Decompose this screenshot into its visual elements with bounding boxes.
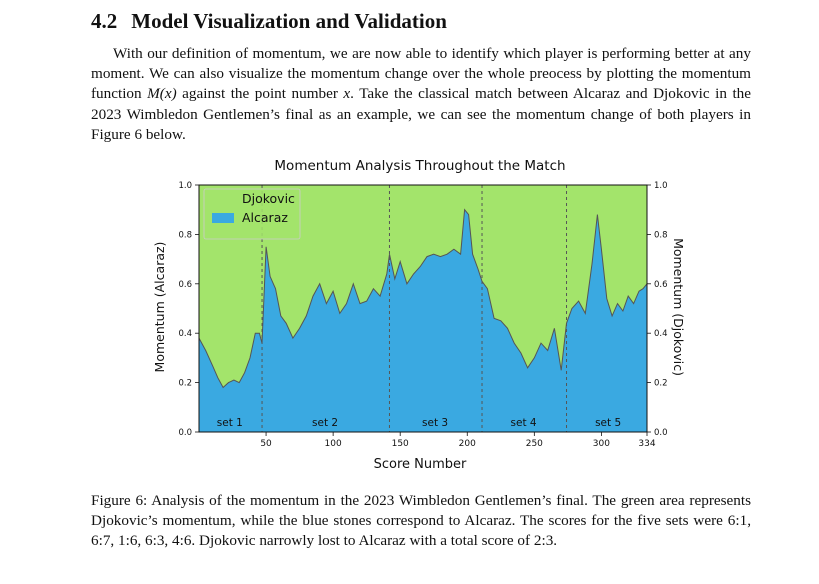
legend-swatch-alcaraz — [212, 213, 234, 223]
momentum-line — [198, 208, 648, 389]
set-label-3: set 3 — [422, 417, 448, 429]
section-heading: 4.2 Model Visualization and Validation — [91, 9, 447, 34]
alcaraz-area — [199, 209, 647, 432]
intro-paragraph: With our definition of momentum, we are … — [91, 44, 751, 145]
legend-label-alcaraz: Alcaraz — [242, 210, 288, 225]
x-tick-label-334: 334 — [638, 439, 655, 449]
y-tick-label-left-5: 1.0 — [178, 181, 192, 191]
x-tick-label-250: 250 — [526, 439, 543, 449]
set-label-1: set 1 — [217, 417, 243, 429]
paragraph-text-3: . Take the classical match between Alcar… — [91, 85, 752, 143]
y-tick-label-right-1: 0.8 — [654, 230, 668, 240]
x-tick-label-150: 150 — [392, 439, 409, 449]
section-number: 4.2 — [91, 9, 118, 33]
set-label-4: set 4 — [511, 417, 537, 429]
momentum-figure: Momentum Analysis Throughout the Match s… — [140, 150, 700, 480]
y-tick-label-left-3: 0.6 — [178, 280, 192, 290]
x-tick-label-50: 50 — [260, 439, 272, 449]
x-tick-label-200: 200 — [459, 439, 476, 449]
y-tick-label-left-1: 0.2 — [178, 379, 192, 389]
y-tick-label-right-5: 0.0 — [654, 428, 668, 438]
math-variable: x — [343, 85, 351, 103]
y-tick-label-left-4: 0.8 — [178, 230, 192, 240]
paragraph-text-1: With our definition of momentum, we are … — [91, 45, 751, 103]
figure-caption: Figure 6: Analysis of the momentum in th… — [91, 492, 751, 550]
y-tick-label-right-2: 0.6 — [654, 280, 668, 290]
plot-frame — [198, 184, 648, 433]
y-axis-label-right: Momentum (Djokovic) — [671, 238, 686, 376]
legend-label-djokovic: Djokovic — [242, 191, 295, 206]
y-tick-label-right-0: 1.0 — [654, 181, 668, 191]
y-tick-label-left-0: 0.0 — [178, 428, 192, 438]
set-label-5: set 5 — [595, 417, 621, 429]
chart-legend: Djokovic Alcaraz — [203, 188, 301, 240]
legend-swatch-djokovic — [212, 194, 234, 204]
y-tick-label-right-4: 0.2 — [654, 379, 668, 389]
paragraph-text: With our definition of momentum, we are … — [91, 44, 751, 145]
section-title: Model Visualization and Validation — [131, 9, 447, 33]
x-tick-label-100: 100 — [325, 439, 342, 449]
x-tick-label-300: 300 — [593, 439, 610, 449]
x-axis-label: Score Number — [374, 457, 467, 472]
y-tick-label-left-2: 0.4 — [178, 329, 192, 339]
momentum-chart: Momentum Analysis Throughout the Match s… — [152, 158, 686, 472]
math-function: M(x) — [147, 85, 177, 103]
paragraph-text-2: against the point number — [176, 85, 344, 103]
y-axis-label-left: Momentum (Alcaraz) — [152, 242, 167, 373]
set-label-2: set 2 — [312, 417, 338, 429]
y-tick-label-right-3: 0.4 — [654, 329, 668, 339]
chart-title: Momentum Analysis Throughout the Match — [274, 158, 565, 174]
